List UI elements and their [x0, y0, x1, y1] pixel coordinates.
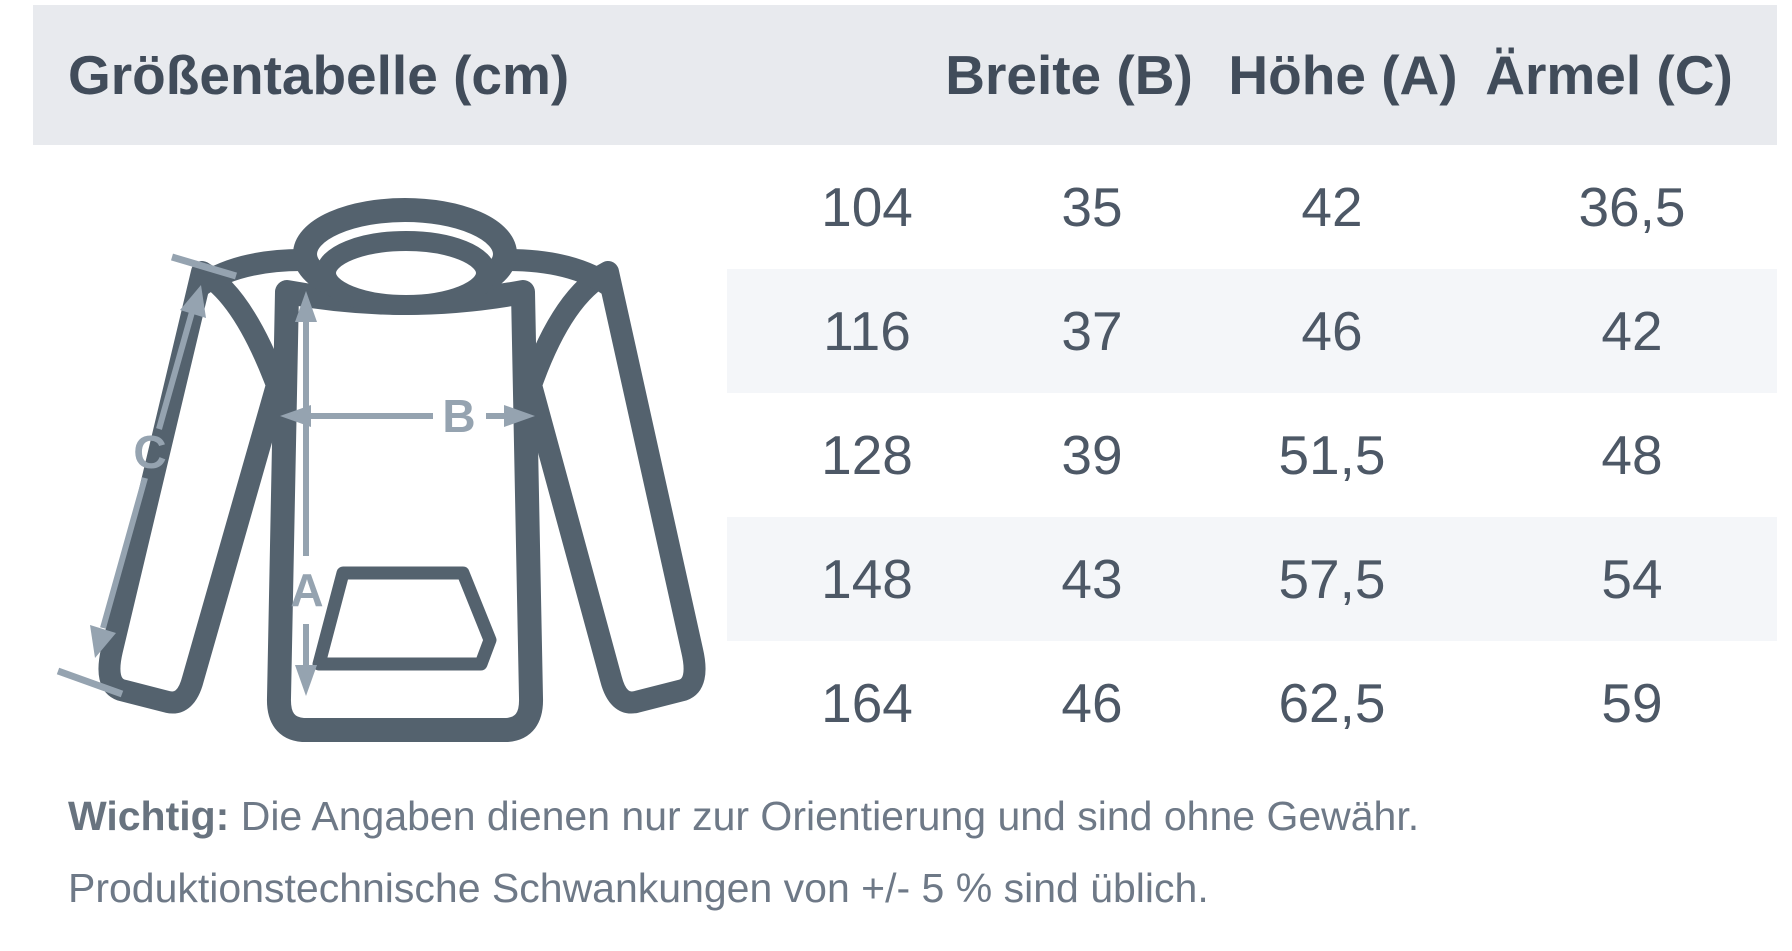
footer-line-1: Wichtig: Die Angaben dienen nur zur Orie… [68, 780, 1718, 852]
height-value: 57,5 [1278, 548, 1386, 610]
width-value: 43 [1061, 548, 1123, 610]
column-header-hoehe: Höhe (A) [1228, 44, 1458, 106]
table-row: 104 35 42 36,5 [727, 145, 1777, 269]
measure-arrow-b [280, 405, 535, 427]
size-value: 128 [821, 424, 913, 486]
page-title: Größentabelle (cm) [68, 44, 570, 106]
height-value: 51,5 [1278, 424, 1386, 486]
label-a: A [290, 564, 323, 616]
height-value: 42 [1301, 176, 1363, 238]
footer-line-1-text: Die Angaben dienen nur zur Orientierung … [229, 793, 1420, 839]
size-value: 116 [823, 300, 911, 362]
sleeve-value: 59 [1601, 672, 1663, 734]
table-row: 116 37 46 42 [727, 269, 1777, 393]
column-header-aermel: Ärmel (C) [1485, 44, 1733, 106]
hoodie-pocket [312, 566, 497, 671]
width-value: 37 [1061, 300, 1123, 362]
label-c: C [133, 426, 166, 478]
height-value: 62,5 [1278, 672, 1386, 734]
hoodie-hood-inner [316, 231, 496, 315]
label-b: B [442, 390, 475, 442]
table-row: 128 39 51,5 48 [727, 393, 1777, 517]
footer-line-2: Produktionstechnische Schwankungen von +… [68, 865, 1209, 911]
hoodie-left-sleeve [98, 261, 288, 714]
sleeve-value: 42 [1601, 300, 1663, 362]
table-header-band: Größentabelle (cm) Breite (B) Höhe (A) Ä… [33, 5, 1777, 145]
sleeve-value: 48 [1601, 424, 1663, 486]
hoodie-right-shoulder [497, 249, 621, 297]
footer-important-label: Wichtig: [68, 793, 230, 839]
size-value: 164 [821, 672, 913, 734]
size-value: 148 [821, 548, 913, 610]
measure-arrow-c [56, 253, 237, 698]
table-row: 148 43 57,5 54 [727, 517, 1777, 641]
sleeve-value: 36,5 [1578, 176, 1686, 238]
size-table: 104 35 42 36,5 116 37 46 42 128 39 51,5 … [727, 145, 1777, 765]
table-row: 164 46 62,5 59 [727, 641, 1777, 765]
hoodie-right-sleeve [520, 261, 706, 714]
sleeve-value: 54 [1601, 548, 1663, 610]
hoodie-measurement-diagram: A B C [0, 0, 715, 780]
width-value: 39 [1061, 424, 1123, 486]
measure-arrow-a [295, 291, 317, 696]
height-value: 46 [1301, 300, 1363, 362]
hoodie-left-shoulder [189, 249, 313, 297]
width-value: 46 [1061, 672, 1123, 734]
column-header-breite: Breite (B) [945, 44, 1193, 106]
size-value: 104 [821, 176, 913, 238]
footer-note: Wichtig: Die Angaben dienen nur zur Orie… [68, 780, 1718, 924]
hoodie-icon: A B C [56, 198, 706, 742]
width-value: 35 [1061, 176, 1123, 238]
